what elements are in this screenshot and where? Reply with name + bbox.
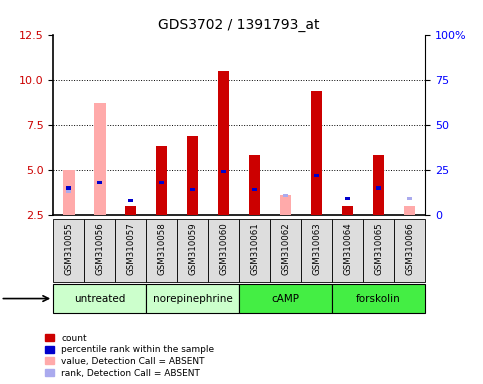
Bar bbox=[373, 156, 384, 215]
Bar bbox=[94, 103, 105, 215]
Bar bbox=[221, 170, 227, 173]
Bar bbox=[128, 199, 133, 202]
Text: GSM310066: GSM310066 bbox=[405, 222, 414, 275]
Bar bbox=[159, 181, 164, 184]
Bar bbox=[301, 219, 332, 282]
Title: GDS3702 / 1391793_at: GDS3702 / 1391793_at bbox=[158, 18, 320, 32]
Text: untreated: untreated bbox=[74, 293, 125, 304]
Bar bbox=[283, 194, 288, 197]
Bar bbox=[404, 206, 415, 215]
Bar bbox=[394, 219, 425, 282]
Bar bbox=[407, 197, 412, 200]
Bar bbox=[53, 219, 84, 282]
Text: GSM310056: GSM310056 bbox=[95, 222, 104, 275]
Bar bbox=[53, 284, 146, 313]
Bar bbox=[146, 219, 177, 282]
Bar bbox=[63, 172, 74, 215]
Bar bbox=[239, 219, 270, 282]
Bar bbox=[66, 186, 71, 190]
Bar bbox=[187, 136, 199, 215]
Bar bbox=[252, 188, 257, 191]
Text: GSM310058: GSM310058 bbox=[157, 222, 166, 275]
Text: forskolin: forskolin bbox=[356, 293, 401, 304]
Bar bbox=[332, 219, 363, 282]
Text: GSM310065: GSM310065 bbox=[374, 222, 383, 275]
Bar bbox=[115, 219, 146, 282]
Text: norepinephrine: norepinephrine bbox=[153, 293, 232, 304]
Text: cAMP: cAMP bbox=[271, 293, 299, 304]
Bar bbox=[97, 181, 102, 184]
Bar bbox=[156, 146, 168, 215]
Text: GSM310062: GSM310062 bbox=[281, 222, 290, 275]
Text: GSM310060: GSM310060 bbox=[219, 222, 228, 275]
Bar bbox=[66, 190, 71, 193]
Bar bbox=[249, 156, 260, 215]
Text: GSM310064: GSM310064 bbox=[343, 222, 352, 275]
Bar bbox=[341, 206, 354, 215]
Bar bbox=[84, 219, 115, 282]
Bar bbox=[376, 186, 382, 190]
Bar bbox=[332, 284, 425, 313]
Legend: count, percentile rank within the sample, value, Detection Call = ABSENT, rank, : count, percentile rank within the sample… bbox=[43, 332, 216, 379]
Bar bbox=[280, 195, 291, 215]
Text: GSM310063: GSM310063 bbox=[312, 222, 321, 275]
Bar bbox=[218, 71, 229, 215]
Bar bbox=[190, 188, 196, 191]
Bar bbox=[177, 219, 208, 282]
Bar bbox=[363, 219, 394, 282]
Text: GSM310055: GSM310055 bbox=[64, 222, 73, 275]
Text: GSM310059: GSM310059 bbox=[188, 222, 197, 275]
Bar bbox=[311, 91, 323, 215]
Bar bbox=[125, 206, 137, 215]
Text: GSM310061: GSM310061 bbox=[250, 222, 259, 275]
Bar bbox=[146, 284, 239, 313]
Bar bbox=[345, 197, 350, 200]
Bar bbox=[63, 170, 74, 215]
Bar bbox=[314, 174, 319, 177]
Text: GSM310057: GSM310057 bbox=[126, 222, 135, 275]
Bar bbox=[270, 219, 301, 282]
Bar bbox=[208, 219, 239, 282]
Bar bbox=[239, 284, 332, 313]
